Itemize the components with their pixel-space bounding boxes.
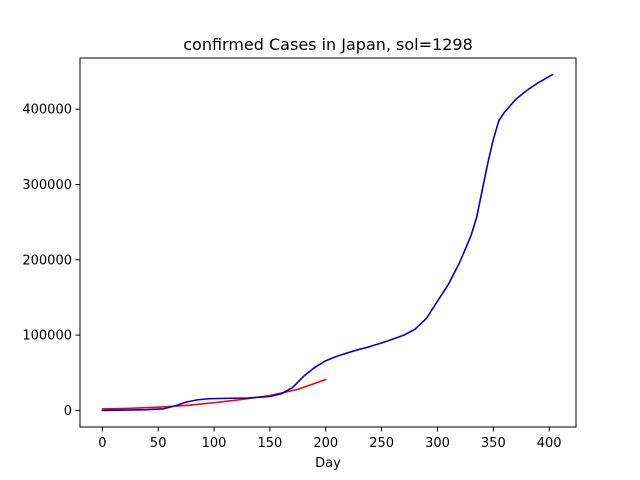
y-tick-label: 100000: [22, 329, 72, 344]
x-axis-label: Day: [315, 456, 341, 471]
y-tick-label: 400000: [22, 103, 72, 118]
y-tick-label: 200000: [22, 253, 72, 268]
y-tick-label: 300000: [22, 178, 72, 193]
series-line-2: [101, 73, 554, 412]
x-tick-label: 350: [481, 436, 506, 451]
x-tick-label: 100: [202, 436, 227, 451]
x-tick-label: 400: [537, 436, 562, 451]
x-tick-label: 300: [425, 436, 450, 451]
series-line-1: [101, 378, 327, 410]
y-axis: 0 100000 200000 300000 400000: [22, 103, 80, 419]
series-layer: [101, 73, 554, 412]
x-tick-label: 150: [257, 436, 282, 451]
x-tick-label: 50: [150, 436, 167, 451]
x-tick-label: 0: [98, 436, 106, 451]
y-tick-label: 0: [64, 404, 72, 419]
x-axis: 0 50 100 150 200 250 300 350 400: [98, 427, 562, 451]
x-tick-label: 200: [313, 436, 338, 451]
x-tick-label: 250: [369, 436, 394, 451]
chart-title: confirmed Cases in Japan, sol=1298: [183, 35, 473, 54]
plot-frame: [79, 57, 577, 428]
